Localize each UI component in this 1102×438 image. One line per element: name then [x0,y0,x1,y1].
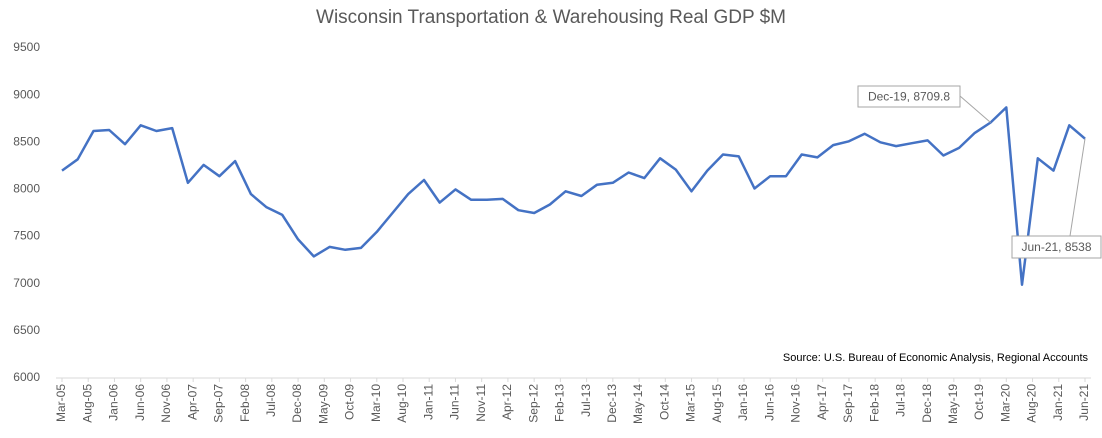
x-tick-label: Jan-16 [736,384,750,421]
x-tick-label: Mar-20 [998,384,1012,422]
x-tick-label: Nov-16 [789,384,803,423]
x-tick-label: Dec-13 [605,384,619,423]
y-tick-label: 8000 [13,182,40,196]
annotation-box [857,85,961,108]
chart-title: Wisconsin Transportation & Warehousing R… [316,7,786,28]
x-tick-label: Mar-10 [369,384,383,422]
x-tick-label: Jan-06 [107,384,121,421]
y-tick-label: 6500 [13,323,40,337]
x-tick-label: Oct-14 [657,384,671,420]
x-tick-label: Dec-08 [290,384,304,423]
y-tick-label: 9000 [13,87,40,101]
x-tick-label: Sep-07 [212,384,226,423]
x-tick-label: Aug-15 [710,384,724,423]
y-tick-label: 9500 [13,40,40,54]
x-tick-label: Jul-08 [264,384,278,417]
y-tick-label: 7000 [13,276,40,290]
x-tick-label: Mar-05 [54,384,68,422]
x-tick-label: Nov-06 [159,384,173,423]
x-tick-label: Apr-17 [815,384,829,420]
x-tick-label: Jan-21 [1051,384,1065,421]
x-tick-label: Aug-20 [1025,384,1039,423]
data-line [61,106,1086,286]
x-tick-label: Feb-18 [867,384,881,422]
x-tick-label: Jan-11 [421,384,435,420]
x-tick-label: Nov-11 [474,384,488,422]
x-tick-label: Jun-21 [1077,384,1091,421]
x-tick-label: Jun-11 [448,384,462,420]
annotation-leader [1069,138,1086,237]
x-tick-label: Jul-13 [579,384,593,417]
x-tick-label: Apr-07 [185,384,199,420]
y-tick-label: 6000 [13,370,40,384]
y-tick-label: 7500 [13,229,40,243]
x-tick-label: Apr-12 [500,384,514,420]
x-tick-label: May-19 [946,384,960,424]
annotation-leader [959,95,991,123]
x-tick-label: Oct-19 [972,384,986,420]
annotation-label: Jun-21, 8538 [1021,240,1091,254]
x-tick-label: May-14 [631,384,645,424]
x-tick-label: Mar-15 [684,384,698,422]
x-tick-label: Aug-10 [395,384,409,423]
x-tick-label: Oct-09 [343,384,357,420]
source-note: Source: U.S. Bureau of Economic Analysis… [783,352,1089,364]
annotation-label: Dec-19, 8709.8 [868,90,950,104]
x-tick-label: Feb-13 [553,384,567,422]
x-tick-label: Jun-16 [762,384,776,421]
x-tick-label: Jun-06 [133,384,147,421]
x-tick-label: Dec-18 [920,384,934,423]
x-tick-label: Aug-05 [80,384,94,423]
x-tick-label: Sep-12 [526,384,540,423]
y-tick-label: 8500 [13,134,40,148]
x-tick-label: Feb-08 [238,384,252,422]
x-tick-label: Jul-18 [894,384,908,417]
x-tick-label: May-09 [316,384,330,424]
annotation-box [1011,235,1102,259]
x-tick-label: Sep-17 [841,384,855,423]
